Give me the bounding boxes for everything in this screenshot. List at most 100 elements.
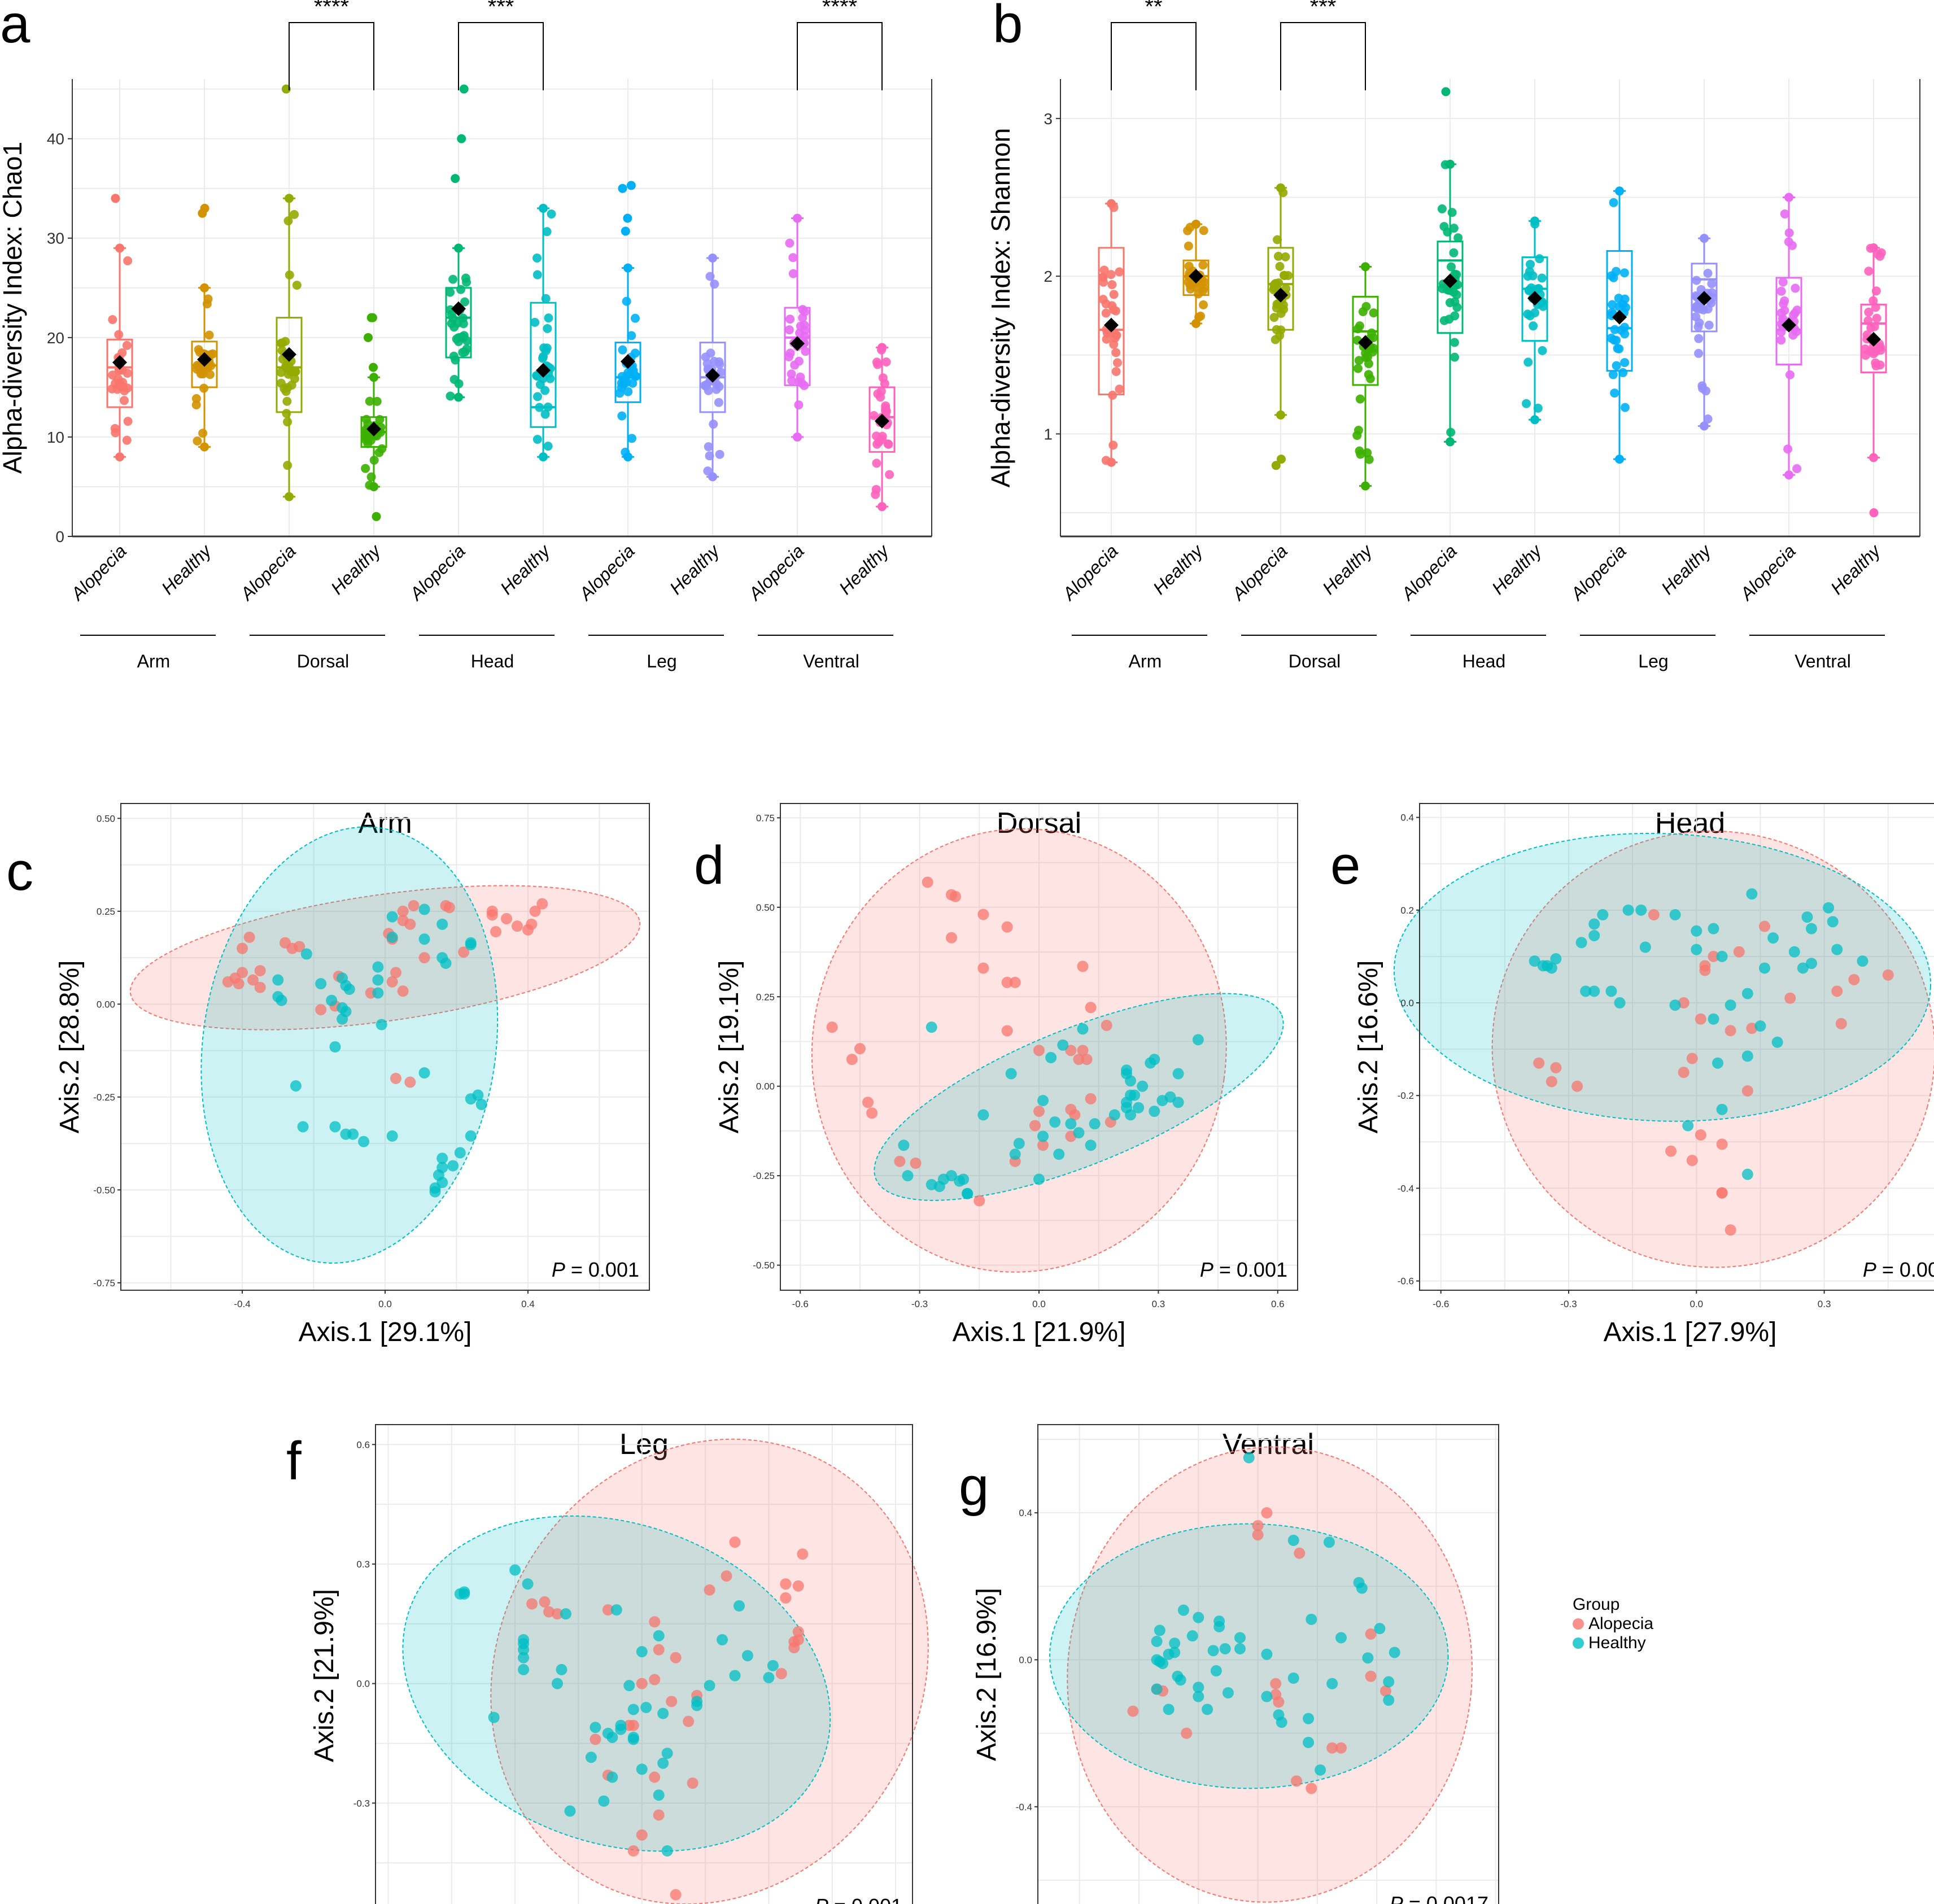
data-point [1609,198,1618,207]
data-point [451,355,460,365]
legend-label: Alopecia [1588,1614,1654,1633]
point-healthy [1137,1080,1149,1092]
y-tick-label: 0.4 [1019,1508,1032,1518]
data-point [1784,228,1794,238]
point-healthy [1108,1109,1120,1121]
point-alopecia [1335,1742,1347,1754]
panel-letter: c [6,841,33,902]
data-point [1107,199,1116,208]
data-point [631,372,641,381]
point-alopecia [237,967,248,979]
point-alopecia [1073,1054,1085,1065]
data-point [544,313,553,323]
confidence-ellipse-healthy [1049,1523,1449,1789]
data-point [788,269,798,278]
point-healthy [315,978,327,990]
point-healthy [1121,1064,1133,1076]
point-healthy [1691,925,1702,937]
point-alopecia [386,976,398,988]
point-healthy [454,1147,466,1159]
data-point [123,417,133,426]
data-point [708,253,717,263]
p-symbol: P [552,1258,565,1281]
point-alopecia [1695,1013,1706,1025]
point-alopecia [390,1072,401,1084]
healthy-swatch-icon [1573,1637,1584,1649]
data-point [205,370,215,379]
point-healthy [1234,1632,1246,1644]
p-value-annotation: P = 0.001 [815,1894,902,1904]
point-alopecia [1085,1093,1097,1104]
point-healthy [1157,1657,1169,1669]
point-healthy [1202,1704,1213,1715]
y-axis-label: Alpha-diversity Index: Shannon [986,128,1015,488]
data-point [1779,299,1788,309]
point-healthy [429,1186,441,1198]
panel-b-shannon-boxplot: b 1 2 3 Alpha-diversity Index: Shannon Alopec… [986,0,1920,671]
point-alopecia [1081,1054,1093,1065]
data-point [1704,320,1714,330]
point-healthy [509,1564,521,1576]
data-point [622,378,631,387]
point-healthy [1639,941,1651,953]
point-healthy [1129,1089,1141,1101]
data-point [1109,339,1119,349]
data-point [1863,316,1873,325]
data-point [1361,481,1370,491]
box-arm-healthy [1182,219,1210,328]
y-tick-label: 0.4 [1400,813,1414,823]
point-healthy [1708,1013,1719,1025]
data-point [705,272,715,281]
data-point [547,209,556,219]
data-point [530,317,540,327]
point-healthy [1303,1713,1315,1724]
data-point [872,458,881,468]
point-alopecia [846,1054,858,1065]
point-healthy [1374,1623,1386,1635]
p-value-annotation: P = 0.001 [1200,1258,1287,1281]
data-point [1450,352,1460,362]
data-point [1530,216,1539,226]
data-point [873,389,883,399]
y-tick-label: -0.2 [1398,1090,1414,1101]
mean-marker [1866,331,1881,347]
point-alopecia [1686,1053,1698,1064]
point-alopecia [792,1580,804,1592]
point-healthy [1303,1736,1315,1748]
point-healthy [1261,1691,1273,1702]
x-tick-label: -0.6 [792,1299,809,1309]
point-healthy [1716,1103,1728,1115]
point-alopecia [294,941,305,953]
data-point [800,321,809,330]
point-alopecia [922,876,933,888]
data-point [1369,343,1378,353]
data-point [1107,280,1117,290]
point-healthy [1580,985,1592,997]
point-alopecia [486,909,498,921]
point-healthy [418,1067,430,1079]
data-point [449,322,459,332]
point-alopecia [237,942,248,954]
data-point [881,357,891,367]
point-healthy [297,1121,309,1133]
mean-marker [366,421,381,436]
point-healthy [977,1109,989,1121]
data-point [532,435,542,444]
confidence-ellipse-healthy [874,993,1284,1201]
x-group-label: Alopecia [1227,540,1291,605]
point-healthy [610,1604,622,1616]
point-alopecia [602,1604,614,1616]
data-point [630,313,640,323]
data-point [1524,286,1534,295]
point-alopecia [1708,950,1719,962]
data-point [1785,370,1795,379]
y-tick-label: 0.0 [356,1679,370,1689]
point-healthy [1287,1672,1299,1684]
point-healthy [436,1152,448,1164]
point-healthy [1207,1645,1219,1657]
point-healthy [472,1089,484,1101]
point-alopecia [1181,1727,1193,1739]
point-alopecia [551,1608,563,1620]
point-alopecia [653,1809,665,1821]
